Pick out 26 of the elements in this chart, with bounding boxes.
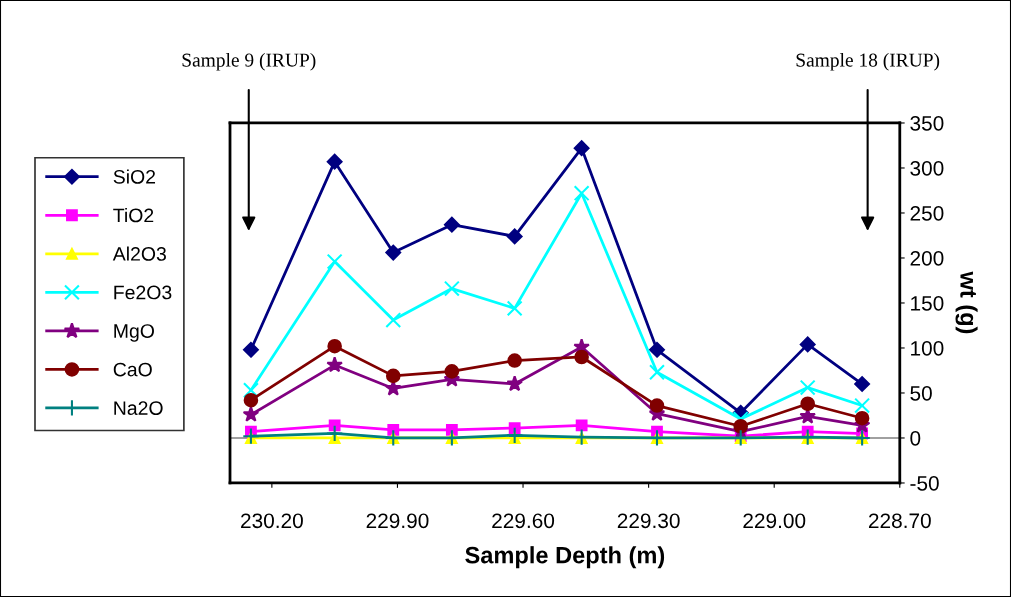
x-tick-label: 229.30 (617, 513, 680, 529)
x-axis-title: Sample Depth (m) (465, 546, 665, 569)
y-tick-label: 50 (910, 385, 932, 401)
legend-label: SiO2 (113, 169, 156, 184)
y-tick-label: 0 (910, 430, 921, 446)
text: Sample 18 (IRUP) (796, 52, 940, 71)
y-tick-label: 250 (910, 205, 944, 221)
x-tick-label: 229.90 (366, 513, 429, 529)
legend-label: CaO (113, 362, 152, 377)
y-tick-label: 300 (910, 160, 944, 176)
x-tick-label: 228.70 (868, 513, 931, 529)
y-tick-label: 200 (910, 250, 944, 266)
legend-label: TiO2 (113, 207, 154, 223)
x-tick-label: 229.60 (492, 513, 555, 529)
y-tick-label: 350 (910, 115, 944, 131)
text: Sample 9 (IRUP) (182, 52, 316, 71)
y-tick-label: 100 (911, 340, 944, 356)
legend-label: MgO (114, 324, 154, 342)
legend-label: Na2O (114, 401, 163, 415)
y-axis-title: wt (g) (955, 271, 978, 334)
legend-label: Fe2O3 (114, 285, 172, 300)
x-tick-label: 229.00 (743, 513, 806, 529)
legend-label: Al2O3 (112, 246, 166, 261)
x-tick-label: 230.20 (241, 513, 303, 529)
y-tick-label: -50 (910, 475, 939, 491)
y-tick-label: 150 (911, 295, 944, 311)
